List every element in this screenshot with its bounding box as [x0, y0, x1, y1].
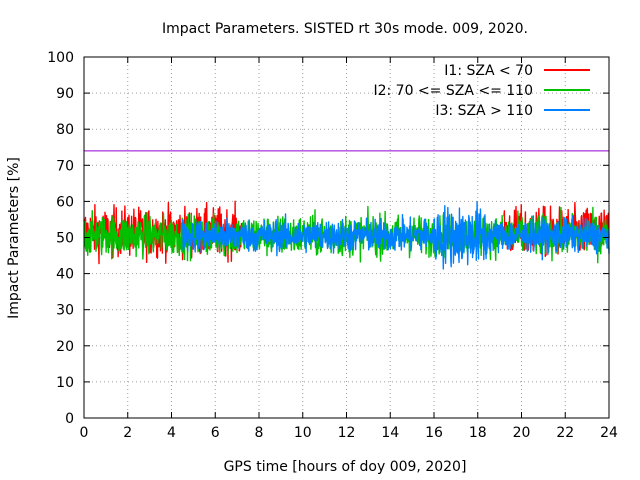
x-tick-label: 6	[211, 425, 220, 441]
y-tick-label: 10	[56, 375, 74, 391]
x-tick-label: 0	[80, 425, 89, 441]
series-layer	[83, 200, 610, 270]
legend-item-2: I2: 70 <= SZA <= 110	[373, 83, 590, 99]
series-line-1	[83, 200, 243, 265]
y-tick-label: 100	[47, 50, 74, 66]
legend-item-1: I1: SZA < 70	[444, 63, 590, 79]
y-tick-label: 30	[56, 303, 74, 319]
y-tick-label: 20	[56, 339, 74, 355]
y-tick-label: 0	[65, 411, 74, 427]
chart-title: Impact Parameters. SISTED rt 30s mode. 0…	[162, 21, 528, 37]
x-tick-label: 4	[167, 425, 176, 441]
axes: 0 2 4 6 8 10 12 14 16 18 20 22 240102030405060708090…	[47, 50, 618, 441]
x-tick-label: 20	[513, 425, 531, 441]
legend-label: I3: SZA > 110	[435, 103, 533, 119]
x-tick-label: 12	[338, 425, 356, 441]
legend: I1: SZA < 70 I2: 70 <= SZA <= 110 I3: SZA …	[373, 63, 590, 119]
x-tick-label: 10	[294, 425, 312, 441]
legend-item-3: I3: SZA > 110	[435, 103, 590, 119]
x-tick-label: 14	[381, 425, 399, 441]
series-3	[181, 201, 610, 270]
legend-label: I1: SZA < 70	[444, 63, 533, 79]
y-tick-label: 40	[56, 267, 74, 283]
series-line-3	[181, 201, 610, 270]
x-tick-label: 2	[123, 425, 132, 441]
y-tick-label: 50	[56, 231, 74, 247]
y-axis-label: Impact Parameters [%]	[6, 157, 22, 319]
y-tick-label: 90	[56, 86, 74, 102]
x-tick-label: 8	[255, 425, 264, 441]
x-tick-label: 16	[425, 425, 443, 441]
x-tick-label: 18	[469, 425, 487, 441]
legend-label: I2: 70 <= SZA <= 110	[373, 83, 533, 99]
y-tick-label: 80	[56, 122, 74, 138]
x-tick-label: 24	[600, 425, 618, 441]
y-tick-label: 70	[56, 158, 74, 174]
x-axis-label: GPS time [hours of doy 009, 2020]	[224, 459, 467, 475]
y-tick-label: 60	[56, 194, 74, 210]
x-tick-label: 22	[556, 425, 574, 441]
